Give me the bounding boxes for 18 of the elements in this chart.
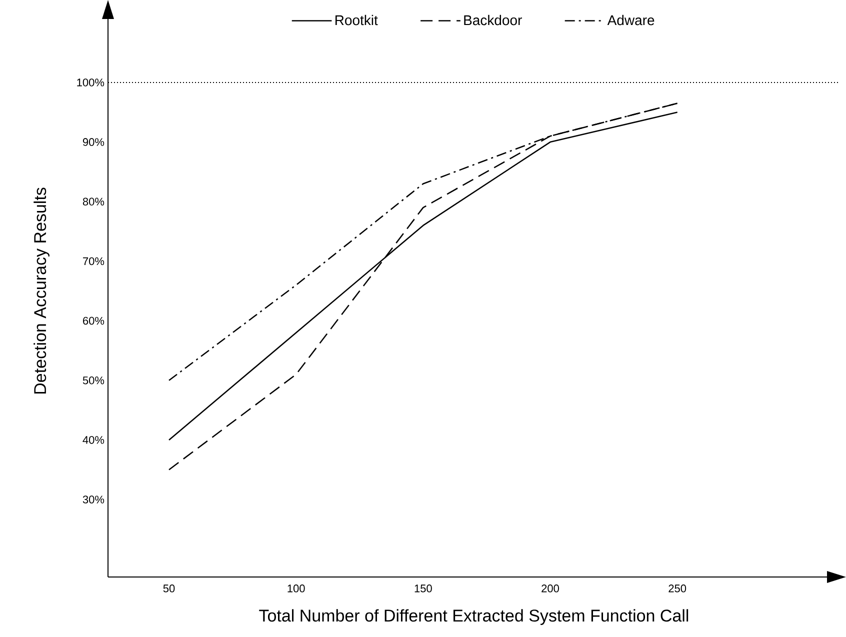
- legend-label: Backdoor: [464, 14, 522, 26]
- y-tick-label: 70%: [83, 257, 104, 266]
- y-axis-title: Detection Accuracy Results: [34, 188, 50, 394]
- y-tick-label: 90%: [82, 138, 104, 146]
- x-tick-label: 50: [163, 584, 175, 592]
- legend-label: Adware: [607, 14, 654, 26]
- legend-label: Rootkit: [335, 14, 378, 26]
- y-tick-label: 40%: [82, 436, 104, 444]
- y-tick-label: 100%: [77, 78, 104, 86]
- x-tick-label: 100: [288, 584, 305, 592]
- x-axis-title: Total Number of Different Extracted System Function Call: [259, 609, 688, 626]
- x-tick-label: 150: [414, 584, 432, 592]
- x-tick-label: 250: [668, 584, 686, 592]
- x-tick-label: 200: [542, 584, 559, 592]
- y-tick-label: 60%: [83, 316, 104, 325]
- y-tick-label: 30%: [82, 496, 104, 504]
- y-tick-label: 80%: [82, 198, 104, 206]
- y-tick-label: 50%: [82, 376, 104, 384]
